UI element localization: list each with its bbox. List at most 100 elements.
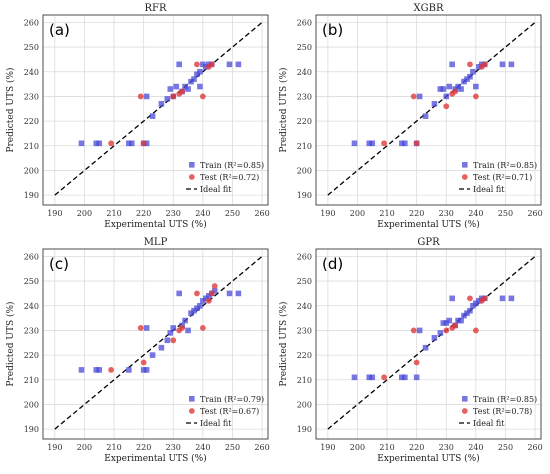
test-point bbox=[410, 327, 417, 334]
train-point bbox=[461, 78, 467, 85]
train-point bbox=[182, 83, 188, 90]
chart-title: GPR bbox=[417, 237, 440, 248]
train-point bbox=[366, 374, 373, 381]
test-point bbox=[208, 290, 215, 297]
x-tick-label: 250 bbox=[225, 443, 240, 452]
train-point bbox=[167, 86, 174, 92]
y-tick-label: 260 bbox=[24, 18, 39, 27]
train-point bbox=[508, 61, 515, 68]
x-axis-label: Experimental UTS (%) bbox=[377, 219, 479, 230]
plot-frame bbox=[315, 248, 542, 440]
test-point bbox=[481, 61, 488, 68]
train-point bbox=[443, 320, 450, 326]
test-point bbox=[443, 327, 450, 334]
train-point bbox=[446, 317, 453, 324]
train-point bbox=[197, 83, 203, 90]
x-axis-label: Experimental UTS (%) bbox=[377, 453, 479, 464]
train-point bbox=[200, 61, 206, 68]
train-point bbox=[369, 374, 376, 381]
test-point bbox=[413, 359, 420, 366]
x-tick-label: 240 bbox=[195, 443, 210, 452]
train-point bbox=[402, 140, 408, 147]
train-point bbox=[226, 290, 233, 297]
y-tick-label: 260 bbox=[24, 252, 39, 261]
train-point bbox=[399, 140, 405, 147]
y-tick-label: 250 bbox=[297, 277, 312, 286]
ideal-fit-line bbox=[54, 255, 263, 430]
test-point bbox=[140, 359, 147, 366]
train-point bbox=[449, 295, 455, 302]
legend-test-marker bbox=[188, 408, 195, 414]
series-train bbox=[78, 288, 242, 373]
legend-test-marker bbox=[188, 174, 195, 180]
train-point bbox=[200, 298, 206, 304]
train-point bbox=[369, 140, 376, 147]
x-tick-label: 220 bbox=[136, 209, 151, 218]
train-point bbox=[461, 312, 467, 319]
x-tick-label: 190 bbox=[320, 209, 335, 218]
ideal-fit-line bbox=[327, 21, 536, 196]
train-point bbox=[416, 327, 423, 334]
x-tick-label: 240 bbox=[468, 209, 483, 218]
x-tick-label: 220 bbox=[409, 209, 424, 218]
x-tick-label: 260 bbox=[254, 209, 269, 218]
train-point bbox=[170, 325, 177, 331]
train-point bbox=[194, 305, 200, 312]
test-point bbox=[205, 297, 212, 304]
train-point bbox=[185, 86, 191, 92]
train-point bbox=[437, 330, 444, 336]
legend-train-label: Train (R²=0.79) bbox=[200, 395, 264, 404]
x-tick-label: 260 bbox=[527, 443, 542, 452]
train-point bbox=[446, 83, 453, 90]
train-point bbox=[194, 71, 200, 78]
train-point bbox=[226, 61, 233, 68]
train-point bbox=[203, 295, 209, 302]
y-tick-label: 230 bbox=[24, 92, 39, 101]
train-point bbox=[449, 61, 455, 68]
train-point bbox=[93, 140, 100, 147]
chart-title: RFR bbox=[145, 3, 167, 14]
x-tick-label: 190 bbox=[320, 443, 335, 452]
train-point bbox=[143, 325, 150, 331]
panel-mlp: 190 190 200 200 210 210 220 220 230 230 240 240 250 2… bbox=[5, 237, 270, 464]
y-tick-label: 200 bbox=[297, 166, 312, 175]
train-point bbox=[431, 335, 438, 341]
train-point bbox=[467, 307, 473, 314]
test-point bbox=[194, 290, 200, 297]
x-tick-label: 230 bbox=[166, 443, 181, 452]
legend-train-marker bbox=[462, 162, 468, 168]
train-point bbox=[455, 83, 461, 90]
train-point bbox=[126, 140, 132, 147]
test-point bbox=[108, 140, 114, 147]
y-tick-label: 190 bbox=[297, 191, 312, 200]
test-point bbox=[137, 93, 144, 100]
train-point bbox=[402, 374, 408, 381]
panel-label: (b) bbox=[322, 21, 343, 39]
x-tick-label: 210 bbox=[379, 209, 394, 218]
x-axis-label: Experimental UTS (%) bbox=[104, 453, 206, 464]
train-point bbox=[205, 293, 212, 299]
train-point bbox=[443, 93, 450, 100]
train-point bbox=[473, 300, 479, 307]
train-point bbox=[455, 317, 461, 324]
train-point bbox=[431, 101, 438, 107]
test-point bbox=[481, 295, 488, 302]
x-tick-label: 260 bbox=[527, 209, 542, 218]
chart-title: MLP bbox=[144, 237, 168, 248]
x-tick-label: 250 bbox=[498, 443, 513, 452]
test-point bbox=[194, 61, 200, 68]
plot-frame bbox=[42, 14, 269, 206]
y-tick-label: 240 bbox=[297, 68, 312, 77]
train-point bbox=[96, 140, 103, 147]
train-point bbox=[366, 140, 373, 147]
legend-ideal-label: Ideal fit bbox=[473, 419, 505, 428]
test-point bbox=[472, 327, 479, 334]
legend-test-label: Test (R²=0.67) bbox=[200, 407, 259, 416]
x-tick-label: 260 bbox=[254, 443, 269, 452]
train-point bbox=[96, 367, 103, 373]
train-point bbox=[176, 61, 182, 68]
test-point bbox=[179, 325, 186, 331]
train-point bbox=[211, 288, 218, 294]
plot-frame bbox=[315, 14, 542, 206]
train-point bbox=[470, 302, 476, 309]
